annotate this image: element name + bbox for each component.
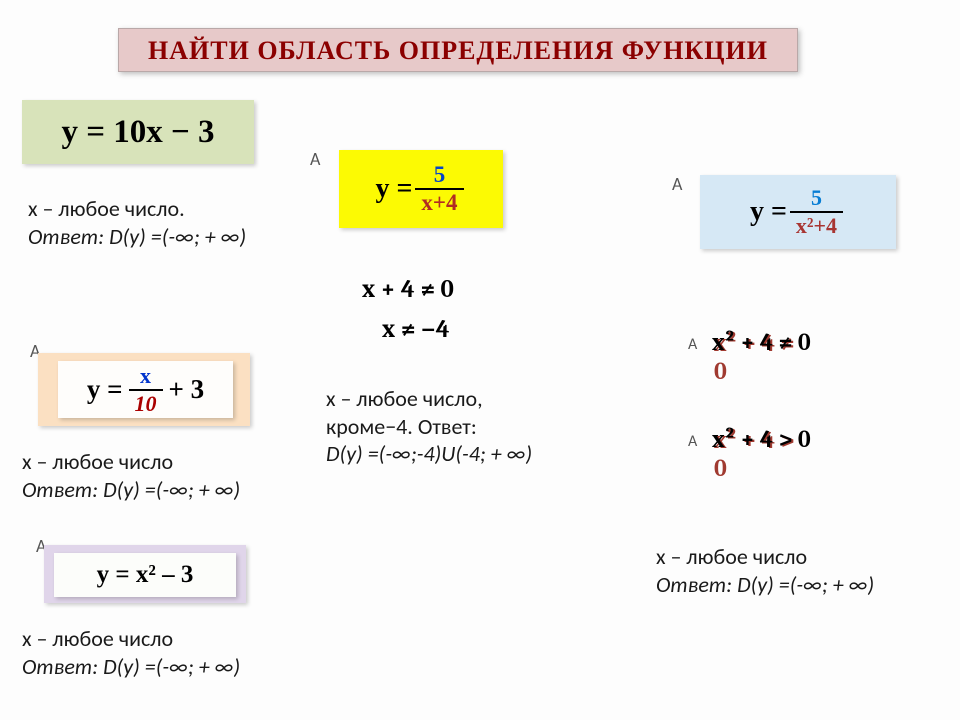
answer-1-line-a: x – любое число. (28, 195, 246, 223)
col2-step-1: x + 4 ≠ 0 (362, 275, 454, 304)
equation-4-den: x+4 (415, 188, 463, 216)
col3-step-2-text: x² + 4 > 0 x² + 4 > 0 (712, 425, 811, 453)
equation-2-frac: x 10 (129, 363, 163, 417)
col2-step-2: x ≠ −4 (382, 315, 450, 344)
equation-5-den: x²+4 (790, 211, 843, 239)
answer-2-line-a: x – любое число (22, 448, 240, 476)
answer-col2-b: кроме−4. Ответ: (326, 413, 532, 441)
equation-2-tail: + 3 (169, 374, 205, 405)
answer-2-line-b: Ответ: D(y) =(-∞; + ∞) (22, 476, 240, 504)
answer-3: x – любое число Ответ: D(y) =(-∞; + ∞) (22, 625, 240, 680)
equation-4-box: y = 5 x+4 (339, 150, 503, 228)
slide-title: НАЙТИ ОБЛАСТЬ ОПРЕДЕЛЕНИЯ ФУНКЦИИ (118, 28, 798, 72)
answer-col3-b: Ответ: D(y) =(-∞; + ∞) (656, 571, 874, 599)
equation-5-num: 5 (805, 185, 828, 211)
answer-3-line-b: Ответ: D(y) =(-∞; + ∞) (22, 653, 240, 681)
answer-2: x – любое число Ответ: D(y) =(-∞; + ∞) (22, 448, 240, 503)
equation-4-frac: 5 x+4 (415, 162, 463, 216)
answer-3-line-a: x – любое число (22, 625, 240, 653)
equation-2-outer: y = x 10 + 3 (38, 353, 250, 426)
col3-step-1: x² + 4 ≠ 0 x² + 4 ≠ 0 (712, 328, 811, 356)
equation-3-outer: y = x² – 3 (44, 545, 246, 603)
equation-3: y = x² – 3 (97, 561, 194, 589)
equation-1-box: y = 10x − 3 (22, 100, 254, 164)
equation-1: y = 10x − 3 (61, 114, 214, 151)
equation-3-inner: y = x² – 3 (54, 553, 236, 597)
answer-1: x – любое число. Ответ: D(y) =(-∞; + ∞) (28, 195, 246, 250)
label-a-col3: А (672, 173, 682, 195)
col3-step-1-text: x² + 4 ≠ 0 x² + 4 ≠ 0 (712, 328, 811, 356)
label-a-col3-3: А (688, 432, 697, 451)
equation-5-box: y = 5 x²+4 (700, 175, 896, 249)
answer-1-line-b: Ответ: D(y) =(-∞; + ∞) (28, 223, 246, 251)
equation-2-den: 10 (129, 389, 163, 417)
equation-4-num: 5 (428, 162, 452, 188)
answer-col2-c: D(y) =(-∞;-4)U(-4; + ∞) (326, 440, 532, 468)
answer-col2: x – любое число, кроме−4. Ответ: D(y) =(… (326, 385, 532, 468)
label-a-col2: А (310, 148, 320, 170)
label-a-col3-2: А (688, 335, 697, 354)
answer-col2-a: x – любое число, (326, 385, 532, 413)
equation-5-y: y = (750, 196, 787, 228)
equation-5-frac: 5 x²+4 (790, 185, 843, 239)
answer-col3-a: x – любое число (656, 543, 874, 571)
equation-2-y: y = (87, 374, 123, 405)
equation-4-y: y = (375, 173, 412, 205)
col3-step-2: x² + 4 > 0 x² + 4 > 0 (712, 425, 811, 453)
equation-2-num: x (134, 363, 157, 389)
answer-col3: x – любое число Ответ: D(y) =(-∞; + ∞) (656, 543, 874, 598)
equation-2-inner: y = x 10 + 3 (58, 361, 233, 418)
